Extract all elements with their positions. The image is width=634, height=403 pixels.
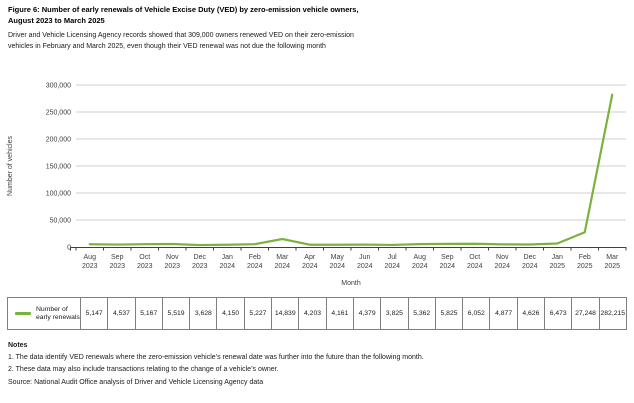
figure-subtitle-line1: Driver and Vehicle Licensing Agency reco… xyxy=(8,32,354,39)
x-tick-label: Mar 2025 xyxy=(604,254,620,270)
table-value-cell: 4,203 xyxy=(298,298,325,329)
table-value-cell: 5,825 xyxy=(434,298,462,329)
x-tick-label: Nov 2024 xyxy=(494,254,510,270)
x-tick-label: Sep 2023 xyxy=(109,254,125,270)
x-tick-label: Nov 2023 xyxy=(164,254,180,270)
x-tick-label: Mar 2024 xyxy=(274,254,290,270)
y-axis-title: Number of vehicles xyxy=(7,136,14,196)
table-value-cell: 3,825 xyxy=(380,298,407,329)
x-tick-label: Jul 2024 xyxy=(384,254,400,270)
line-chart-plot-area: 0 50,000 100,000 150,000 200,000 250,000 300,0… xyxy=(7,83,627,287)
x-tick-label: Sep 2024 xyxy=(439,254,455,270)
legend-line-marker-icon xyxy=(15,312,31,315)
legend-series-label-line2: early renewals xyxy=(36,313,80,321)
x-tick-label: Jun 2024 xyxy=(357,254,373,270)
x-tick-label: Oct 2024 xyxy=(467,254,483,270)
x-tick-label: Aug 2023 xyxy=(82,254,98,270)
table-value-cell: 4,537 xyxy=(107,298,134,329)
x-tick-label: Jan 2024 xyxy=(219,254,235,270)
x-tick-label: Feb 2025 xyxy=(577,254,593,270)
table-value-cell: 4,161 xyxy=(325,298,353,329)
y-tick-label: 0 xyxy=(67,245,71,252)
y-tick-label: 50,000 xyxy=(50,218,72,225)
y-tick-label: 100,000 xyxy=(46,191,71,198)
table-value-cell: 5,519 xyxy=(161,298,189,329)
table-value-cell: 4,379 xyxy=(352,298,380,329)
table-value-cell: 6,052 xyxy=(462,298,489,329)
legend-series-label: Number of early renewals xyxy=(36,306,80,322)
data-table: Number of early renewals 5,147 4,537 5,167… xyxy=(7,297,627,330)
x-axis-title: Month xyxy=(341,280,361,287)
x-tick-label: Dec 2024 xyxy=(522,254,538,270)
y-tick-label: 250,000 xyxy=(46,110,71,117)
figure-title-line2: August 2023 to March 2025 xyxy=(8,16,105,25)
note-1: 1. The data identify VED renewals where … xyxy=(8,354,424,361)
x-tick-label: Oct 2023 xyxy=(137,254,153,270)
x-tick-label: Apr 2024 xyxy=(302,254,318,270)
x-tick-label: Dec 2023 xyxy=(192,254,208,270)
y-tick-label: 300,000 xyxy=(46,83,71,90)
legend-cell: Number of early renewals xyxy=(8,298,80,329)
table-value-cell: 4,877 xyxy=(489,298,516,329)
figure-title-line1: Figure 6: Number of early renewals of Ve… xyxy=(8,5,359,14)
table-value-cell: 27,248 xyxy=(571,298,598,329)
notes-heading: Notes xyxy=(8,342,28,349)
x-tick-label: Aug 2024 xyxy=(412,254,428,270)
table-value-cell: 282,215 xyxy=(598,298,626,329)
legend-series-label-line1: Number of xyxy=(36,305,68,313)
table-value-cell: 5,227 xyxy=(243,298,271,329)
table-value-cell: 5,362 xyxy=(407,298,435,329)
x-tick-label: Feb 2024 xyxy=(247,254,263,270)
table-value-cell: 5,167 xyxy=(134,298,162,329)
data-line-early-renewals xyxy=(88,93,614,247)
note-2: 2. These data may also include transacti… xyxy=(8,366,279,373)
table-value-cell: 6,473 xyxy=(544,298,571,329)
table-value-cell: 14,839 xyxy=(271,298,298,329)
y-tick-label: 200,000 xyxy=(46,137,71,144)
figure-subtitle-line2: vehicles in February and March 2025, eve… xyxy=(8,43,326,50)
x-tick-label: Jan 2025 xyxy=(549,254,565,270)
table-value-cell: 3,628 xyxy=(189,298,216,329)
x-tick-label: May 2024 xyxy=(329,254,345,270)
table-value-cell: 5,147 xyxy=(80,298,107,329)
y-tick-label: 150,000 xyxy=(46,164,71,171)
source-line: Source: National Audit Office analysis o… xyxy=(8,379,264,386)
table-value-cell: 4,150 xyxy=(216,298,243,329)
table-value-cell: 4,626 xyxy=(516,298,544,329)
